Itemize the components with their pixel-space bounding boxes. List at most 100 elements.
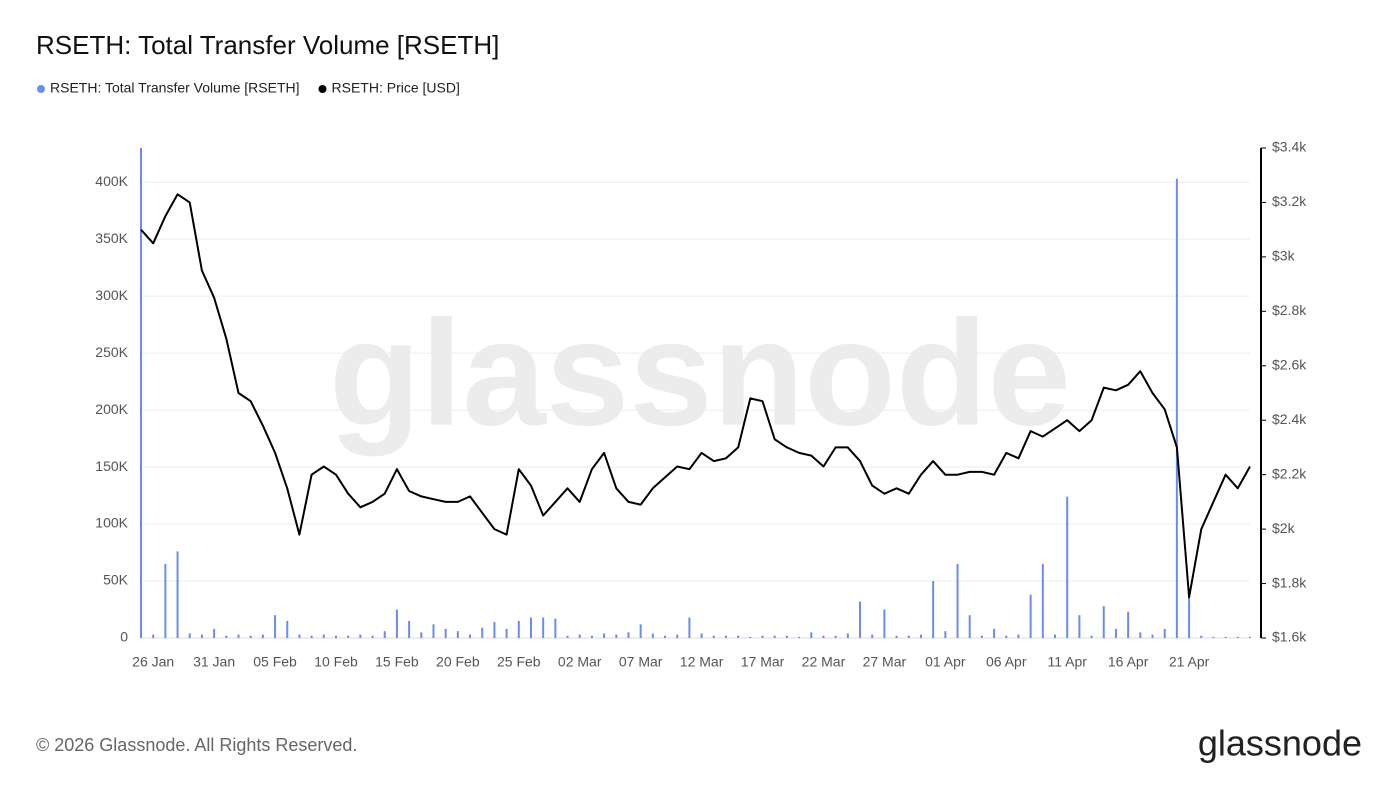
volume-bar <box>749 636 752 638</box>
volume-bar <box>761 635 764 638</box>
x-tick-label: 15 Feb <box>375 654 419 670</box>
volume-bar <box>493 622 496 638</box>
x-tick-label: 07 Mar <box>619 654 663 670</box>
volume-bar <box>249 635 252 638</box>
volume-bar <box>359 634 362 638</box>
x-tick-label: 20 Feb <box>436 654 480 670</box>
volume-bar <box>444 628 447 638</box>
volume-bar <box>737 635 740 638</box>
volume-bar <box>298 634 301 638</box>
x-tick-label: 21 Apr <box>1169 654 1210 670</box>
volume-bar <box>1163 628 1166 638</box>
y2-tick-label: $2.4k <box>1272 411 1307 427</box>
x-tick-label: 31 Jan <box>193 654 235 670</box>
volume-bar <box>724 635 727 638</box>
volume-bar <box>1041 563 1044 638</box>
x-tick-label: 25 Feb <box>497 654 541 670</box>
volume-bar <box>1175 178 1178 638</box>
volume-bar <box>834 635 837 638</box>
volume-bar <box>712 635 715 638</box>
volume-bar <box>956 563 959 638</box>
volume-bar <box>469 634 472 638</box>
y-tick-label: 50K <box>103 572 129 588</box>
volume-bar <box>590 635 593 638</box>
volume-bar <box>1029 594 1032 638</box>
volume-bar <box>1078 615 1081 638</box>
volume-bar <box>1127 611 1130 638</box>
volume-bar <box>456 631 459 638</box>
volume-bar <box>237 634 240 638</box>
y-tick-label: 400K <box>95 173 128 189</box>
volume-bar <box>700 633 703 638</box>
volume-bar <box>773 635 776 638</box>
volume-bar <box>164 563 167 638</box>
y2-tick-label: $2.8k <box>1272 302 1307 318</box>
volume-bar <box>1005 635 1008 638</box>
legend-label: RSETH: Price [USD] <box>332 80 460 96</box>
volume-bar <box>664 635 667 638</box>
volume-bar <box>944 631 947 638</box>
volume-bar <box>188 633 191 638</box>
y-tick-label: 150K <box>95 458 128 474</box>
volume-bar <box>566 635 569 638</box>
volume-bar <box>554 618 557 638</box>
volume-bar <box>578 634 581 638</box>
y-tick-label: 350K <box>95 230 128 246</box>
volume-bar <box>822 635 825 638</box>
volume-bar <box>432 624 435 638</box>
volume-bar <box>261 634 264 638</box>
volume-bar <box>322 634 325 638</box>
volume-bar <box>481 627 484 638</box>
x-tick-label: 27 Mar <box>863 654 907 670</box>
y-tick-label: 100K <box>95 515 128 531</box>
x-tick-label: 01 Apr <box>925 654 966 670</box>
volume-bar <box>1151 634 1154 638</box>
volume-bar <box>810 632 813 638</box>
y2-tick-label: $3k <box>1272 248 1296 264</box>
volume-bar <box>968 615 971 638</box>
volume-bar <box>176 551 179 638</box>
volume-bar <box>688 617 691 638</box>
volume-bar <box>1236 636 1239 638</box>
volume-bar <box>408 620 411 638</box>
volume-bar <box>334 635 337 638</box>
volume-bar <box>676 634 679 638</box>
volume-bar <box>383 631 386 638</box>
volume-bar <box>505 628 508 638</box>
volume-bar <box>1188 590 1191 638</box>
volume-bar <box>785 635 788 638</box>
volume-bar <box>859 601 862 638</box>
volume-bar <box>274 615 277 638</box>
logo: glassnode <box>1198 723 1362 764</box>
legend: RSETH: Total Transfer Volume [RSETH] RSET… <box>37 80 460 96</box>
chart-title: RSETH: Total Transfer Volume [RSETH] <box>36 30 499 60</box>
x-tick-label: 06 Apr <box>986 654 1027 670</box>
x-tick-label: 17 Mar <box>741 654 785 670</box>
y-tick-label: 0 <box>120 629 128 645</box>
volume-bar <box>846 633 849 638</box>
volume-bar <box>1114 628 1117 638</box>
volume-bar <box>895 635 898 638</box>
volume-bar <box>395 609 398 638</box>
y2-tick-label: $2.2k <box>1272 465 1307 481</box>
volume-bar <box>140 148 142 638</box>
volume-bar <box>932 581 935 638</box>
y2-tick-label: $2k <box>1272 520 1296 536</box>
x-tick-label: 11 Apr <box>1047 654 1087 670</box>
volume-bar <box>871 634 874 638</box>
x-tick-label: 22 Mar <box>802 654 846 670</box>
volume-bar <box>615 634 618 638</box>
volume-bar <box>1090 635 1093 638</box>
volume-bar <box>993 628 996 638</box>
volume-bar <box>371 635 374 638</box>
y2-tick-label: $1.8k <box>1272 574 1307 590</box>
volume-bar <box>907 635 910 638</box>
volume-bar <box>798 636 801 638</box>
volume-bar <box>1139 632 1142 638</box>
x-tick-label: 16 Apr <box>1108 654 1149 670</box>
volume-bar <box>310 635 313 638</box>
volume-bar <box>517 620 520 638</box>
volume-bar <box>1066 496 1069 638</box>
volume-bar <box>225 635 228 638</box>
y2-tick-label: $2.6k <box>1272 356 1307 372</box>
